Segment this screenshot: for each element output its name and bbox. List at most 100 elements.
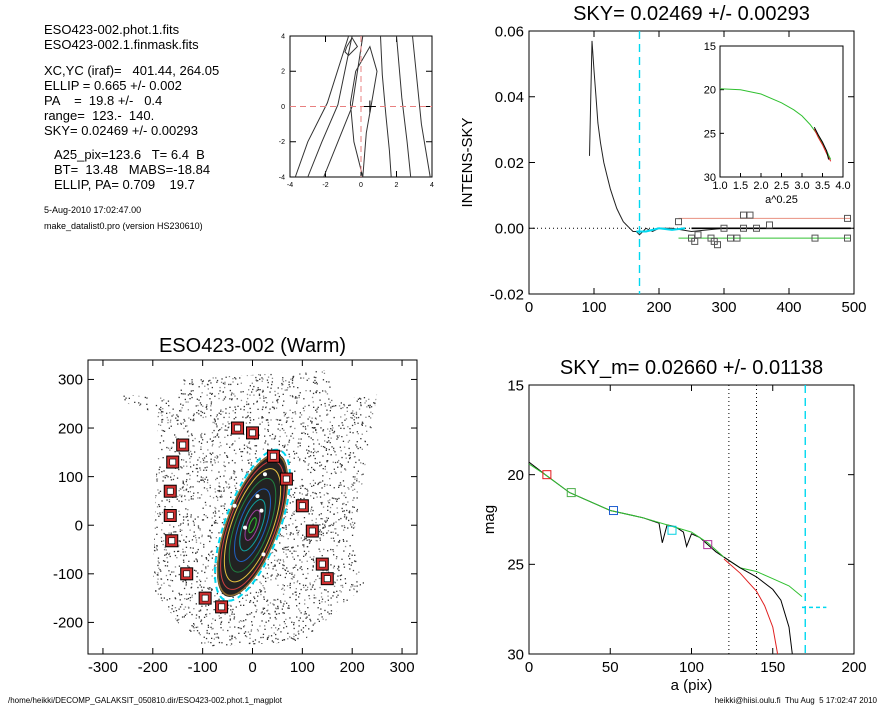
image-noise-dot <box>249 633 251 636</box>
image-noise-dot <box>101 479 102 480</box>
image-noise-dot <box>296 581 298 583</box>
image-noise-dot <box>343 633 345 636</box>
image-noise-dot <box>342 424 344 426</box>
image-noise-dot <box>293 550 295 552</box>
image-noise-dot <box>356 631 358 634</box>
image-noise-dot <box>396 553 397 554</box>
image-noise-dot <box>387 493 388 494</box>
image-noise-dot <box>324 405 327 407</box>
image-noise-dot <box>266 599 269 601</box>
image-noise-dot <box>147 531 149 534</box>
image-noise-dot <box>271 574 273 576</box>
image-noise-dot <box>387 432 388 433</box>
image-noise-dot <box>360 555 362 557</box>
image-noise-dot <box>231 398 233 400</box>
image-noise-dot <box>332 524 334 526</box>
image-noise-dot <box>250 612 253 614</box>
image-noise-dot <box>242 597 244 599</box>
image-noise-dot <box>313 366 314 367</box>
image-noise-dot <box>333 447 335 449</box>
image-noise-dot <box>222 629 224 631</box>
image-noise-dot <box>318 548 320 550</box>
image-noise-dot <box>374 569 377 571</box>
image-noise-dot <box>218 532 220 534</box>
image-noise-dot <box>267 429 269 431</box>
image-noise-dot <box>303 517 306 519</box>
image-noise-dot <box>301 363 302 364</box>
image-noise-dot <box>393 538 394 539</box>
image-noise-dot <box>327 530 330 532</box>
image-noise-dot <box>122 416 124 418</box>
image-noise-dot <box>379 613 380 614</box>
image-noise-dot <box>356 497 358 499</box>
image-noise-dot <box>218 436 220 438</box>
image-noise-dot <box>408 545 409 546</box>
image-noise-dot <box>102 601 103 602</box>
image-noise-dot <box>124 413 126 415</box>
image-noise-dot <box>162 368 163 369</box>
image-noise-dot <box>322 455 324 457</box>
image-noise-dot <box>141 616 143 619</box>
image-noise-dot <box>284 389 286 391</box>
image-noise-dot <box>204 385 206 387</box>
image-noise-dot <box>337 575 339 577</box>
sky-square-point <box>740 224 747 232</box>
image-noise-dot <box>205 557 207 559</box>
image-noise-dot <box>283 627 285 629</box>
image-noise-dot <box>249 385 251 387</box>
image-noise-dot <box>217 456 219 458</box>
image-noise-dot <box>407 377 408 378</box>
image-noise-dot <box>128 556 130 558</box>
image-noise-dot <box>89 539 90 540</box>
image-noise-dot <box>131 637 133 639</box>
image-noise-dot <box>306 488 308 490</box>
image-noise-dot <box>205 614 207 616</box>
image-noise-dot <box>405 569 406 570</box>
image-noise-dot <box>249 453 251 455</box>
image-noise-dot <box>403 497 404 498</box>
image-noise-dot <box>88 535 89 536</box>
image-noise-dot <box>198 616 200 618</box>
image-noise-dot <box>274 361 275 362</box>
image-noise-dot <box>109 556 110 557</box>
image-noise-dot <box>288 605 290 607</box>
image-noise-dot <box>262 389 264 391</box>
image-noise-dot <box>330 616 332 618</box>
image-noise-dot <box>322 618 324 620</box>
image-noise-dot <box>97 540 98 541</box>
image-noise-dot <box>314 631 316 634</box>
image-noise-dot <box>223 518 225 520</box>
image-noise-dot <box>295 396 297 398</box>
image-noise-dot <box>118 379 120 381</box>
image-noise-dot <box>145 649 146 650</box>
image-noise-dot <box>289 532 292 534</box>
image-noise-dot <box>247 631 250 633</box>
image-noise-dot <box>198 617 200 619</box>
image-noise-dot <box>284 516 287 518</box>
image-noise-dot <box>264 591 266 593</box>
image-noise-dot <box>353 412 355 415</box>
image-noise-dot <box>159 466 161 468</box>
image-noise-dot <box>286 417 288 419</box>
image-noise-dot <box>216 633 218 635</box>
image-noise-dot <box>146 435 149 437</box>
image-noise-dot <box>211 432 214 434</box>
image-noise-dot <box>94 517 95 518</box>
image-noise-dot <box>317 633 319 635</box>
image-noise-dot <box>393 625 394 626</box>
image-noise-dot <box>153 508 155 510</box>
image-noise-dot <box>299 567 301 569</box>
image-noise-dot <box>239 448 241 450</box>
image-noise-dot <box>192 439 194 442</box>
image-noise-dot <box>363 507 365 509</box>
image-noise-dot <box>311 466 313 469</box>
image-noise-dot <box>105 631 106 632</box>
image-noise-dot <box>324 440 326 442</box>
image-noise-dot <box>337 461 339 463</box>
image-noise-dot <box>369 502 372 504</box>
image-noise-dot <box>160 409 162 411</box>
image-noise-dot <box>95 617 96 618</box>
image-noise-dot <box>261 643 263 645</box>
image-noise-dot <box>182 516 185 518</box>
image-noise-dot <box>159 640 162 642</box>
